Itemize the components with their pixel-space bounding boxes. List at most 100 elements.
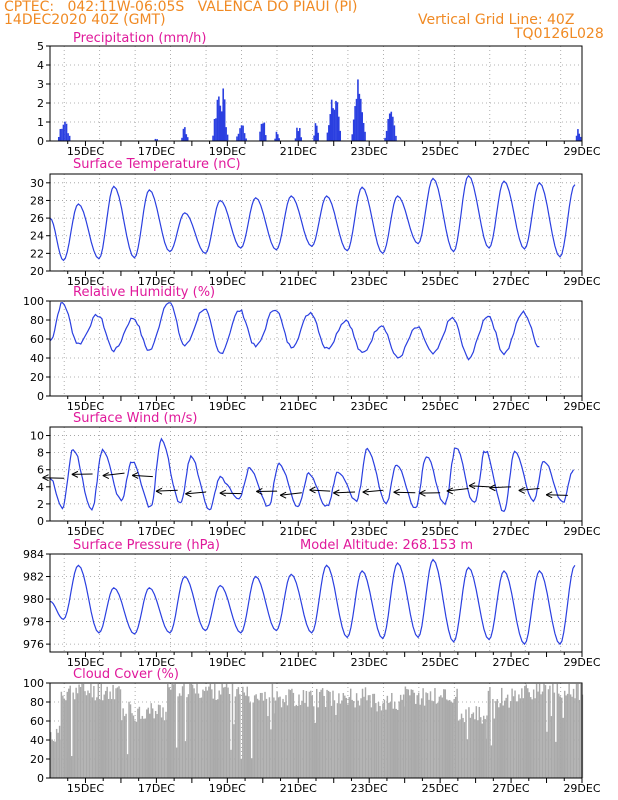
cloud-bar — [432, 701, 435, 778]
cloud-bar — [556, 683, 559, 778]
cloud-bar — [221, 683, 223, 778]
cloud-bar — [165, 711, 167, 778]
cloud-bar — [449, 699, 451, 778]
cloud-bar — [55, 728, 58, 778]
cloud-bar — [342, 692, 345, 778]
x-tick-label: 25DEC — [422, 400, 459, 413]
cloud-bar — [566, 693, 569, 778]
cloud-bar — [51, 739, 53, 778]
cloud-bar — [492, 698, 494, 778]
cloud-bar — [246, 686, 248, 778]
wind-arrowhead — [279, 491, 287, 499]
cloud-bar — [360, 698, 362, 778]
cloud-bar — [288, 689, 290, 778]
cloud-bar — [103, 694, 105, 778]
cloud-bar — [493, 718, 496, 778]
cloud-bar — [543, 683, 545, 778]
cloud-bar — [276, 691, 278, 778]
cloud-bar — [60, 691, 63, 778]
x-tick-label: 21DEC — [280, 525, 317, 538]
precip-bar — [355, 98, 358, 141]
cloud-bar — [274, 700, 277, 778]
y-tick-label: 40 — [30, 352, 44, 365]
cloud-bar — [205, 686, 207, 778]
cloud-bar — [509, 701, 512, 778]
cloud-bar — [369, 695, 371, 778]
cloud-bar — [532, 689, 535, 778]
y-tick-label: 0 — [37, 135, 44, 148]
cloud-bar — [85, 695, 88, 778]
cloud-bar — [416, 695, 418, 778]
cloud-bar — [90, 683, 92, 778]
cloud-bar — [116, 687, 119, 778]
cloud-bar — [156, 713, 158, 778]
cloud-bar — [333, 700, 336, 778]
cloud-bar — [131, 713, 133, 778]
cloud-bar — [472, 712, 475, 778]
x-tick-label: 17DEC — [138, 275, 175, 288]
cloud-bar — [81, 683, 83, 778]
cloud-bar — [347, 704, 349, 778]
cloud-bar — [65, 700, 67, 778]
x-tick-label: 21DEC — [280, 145, 317, 158]
x-tick-label: 17DEC — [138, 400, 175, 413]
precip-bar — [351, 134, 354, 141]
x-tick-label: 25DEC — [422, 525, 459, 538]
cloud-bar — [469, 717, 472, 778]
cloud-bar — [568, 683, 570, 778]
x-tick-label: 19DEC — [209, 656, 246, 669]
precip-bar — [276, 134, 279, 141]
cloud-bar — [313, 706, 315, 778]
cloud-bar — [216, 699, 219, 778]
precip-bar — [61, 128, 63, 141]
cloud-bar — [91, 697, 94, 778]
precip-bar — [62, 124, 65, 141]
cloud-bar — [345, 697, 348, 778]
precip-bar — [240, 125, 243, 141]
precip-bar — [59, 128, 62, 141]
cloud-bar — [189, 683, 191, 778]
cloud-bar — [149, 713, 151, 778]
cloud-bar — [194, 693, 197, 778]
y-tick-label: 80 — [30, 314, 44, 327]
precip-bar — [296, 127, 298, 141]
x-tick-label: 23DEC — [351, 275, 388, 288]
precip-bar — [328, 125, 330, 141]
cloud-bar — [547, 689, 550, 778]
cloud-bar — [134, 720, 136, 778]
cloud-bar — [327, 690, 330, 778]
wind-arrow — [102, 472, 125, 477]
precip-bar — [218, 96, 220, 141]
panel-4: 976 978 980 982 984 15DEC 17DEC 19DEC 21DEC 23DEC… — [23, 538, 601, 669]
wind-arrowhead — [419, 489, 426, 497]
cloud-bar — [84, 691, 86, 778]
cloud-bar — [519, 698, 522, 778]
y-tick-label: 28 — [30, 194, 44, 207]
precip-bar — [330, 99, 333, 141]
cloud-bar — [305, 690, 308, 778]
cloud-bar — [316, 688, 318, 778]
wind-arrow — [393, 491, 416, 494]
cloud-bar — [233, 724, 235, 778]
cloud-bar — [534, 698, 536, 778]
cloud-bar — [569, 694, 572, 778]
header-station: CPTEC: 042:11W-06:05S VALENCA DO PIAUI (… — [4, 0, 358, 15]
y-tick-label: 6 — [37, 464, 44, 477]
precip-bar — [237, 133, 240, 141]
cloud-bar — [363, 696, 365, 778]
cloud-bar — [338, 693, 340, 778]
cloud-bar — [574, 698, 576, 778]
cloud-bar — [512, 696, 515, 778]
cloud-bar — [354, 707, 356, 778]
precip-bar — [336, 102, 339, 141]
x-tick-label: 27DEC — [493, 656, 530, 669]
cloud-bar — [571, 696, 573, 778]
y-tick-label: 22 — [30, 247, 44, 260]
cloud-bar — [225, 683, 228, 778]
cloud-bar — [208, 686, 210, 778]
cloud-bar — [495, 701, 497, 778]
x-tick-label: 15DEC — [67, 525, 104, 538]
cloud-bar — [141, 715, 144, 778]
cloud-bar — [391, 692, 393, 778]
cloud-bar — [308, 691, 311, 778]
